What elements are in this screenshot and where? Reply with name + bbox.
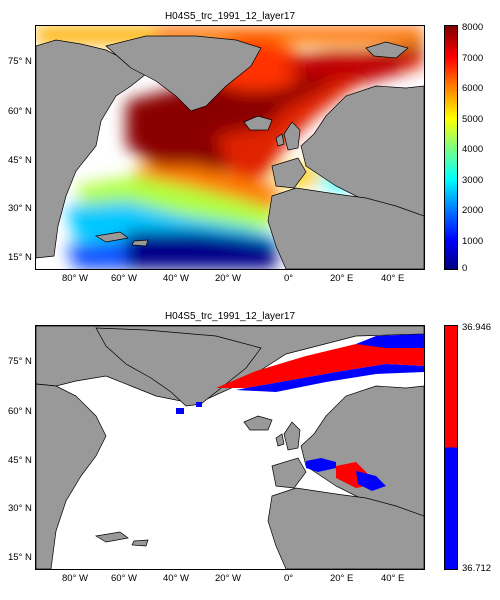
top-lon-tick-20e: 20° E bbox=[330, 273, 354, 284]
top-map-frame bbox=[35, 25, 425, 270]
bottom-lat-tick-15: 15° N bbox=[8, 552, 32, 563]
bottom-lon-tick-40e: 40° E bbox=[381, 573, 405, 584]
top-colorbar-tick-6000: 6000 bbox=[462, 83, 484, 94]
bottom-land bbox=[36, 326, 424, 569]
top-colorbar-tick-7000: 7000 bbox=[462, 53, 484, 64]
bottom-map-title: H04S5_trc_1991_12_layer17 bbox=[164, 311, 296, 322]
bottom-lat-tick-30: 30° N bbox=[8, 503, 32, 514]
top-lon-tick-80w: 80° W bbox=[62, 273, 88, 284]
bottom-colorbar-max: 36.946 bbox=[462, 322, 492, 333]
top-colorbar-tick-0: 0 bbox=[462, 263, 468, 274]
top-map-title: H04S5_trc_1991_12_layer17 bbox=[164, 11, 296, 22]
bottom-lon-tick-20w: 20° W bbox=[215, 573, 241, 584]
top-land bbox=[36, 35, 424, 269]
bottom-lon-tick-60w: 60° W bbox=[111, 573, 137, 584]
top-lat-tick-60: 60° N bbox=[8, 106, 32, 117]
top-lon-tick-20w: 20° W bbox=[215, 273, 241, 284]
top-lat-tick-30: 30° N bbox=[8, 203, 32, 214]
top-colorbar-tick-4000: 4000 bbox=[462, 144, 484, 155]
top-lat-tick-75: 75° N bbox=[8, 56, 32, 67]
bottom-lat-tick-45: 45° N bbox=[8, 455, 32, 466]
bottom-lat-tick-60: 60° N bbox=[8, 406, 32, 417]
bottom-field bbox=[176, 334, 424, 491]
top-lon-tick-40w: 40° W bbox=[163, 273, 189, 284]
top-lon-tick-0: 0° bbox=[284, 273, 294, 284]
top-lat-tick-15: 15° N bbox=[8, 252, 32, 263]
top-colorbar-tick-5000: 5000 bbox=[462, 114, 484, 125]
bottom-lon-tick-80w: 80° W bbox=[62, 573, 88, 584]
bottom-lat-tick-75: 75° N bbox=[8, 356, 32, 367]
bottom-map-canvas bbox=[36, 326, 424, 569]
bottom-lon-tick-0: 0° bbox=[284, 573, 294, 584]
bottom-colorbar-min: 36.712 bbox=[462, 563, 492, 574]
bottom-lon-tick-40w: 40° W bbox=[163, 573, 189, 584]
top-map-canvas bbox=[36, 26, 424, 269]
bottom-lon-tick-20e: 20° E bbox=[330, 573, 354, 584]
top-colorbar-tick-8000: 8000 bbox=[462, 22, 484, 33]
top-colorbar-tick-2000: 2000 bbox=[462, 205, 484, 216]
top-lon-tick-40e: 40° E bbox=[381, 273, 405, 284]
top-lon-tick-60w: 60° W bbox=[111, 273, 137, 284]
bottom-colorbar bbox=[444, 325, 458, 570]
top-colorbar-tick-3000: 3000 bbox=[462, 175, 484, 186]
bottom-map-frame bbox=[35, 325, 425, 570]
top-colorbar-tick-1000: 1000 bbox=[462, 236, 484, 247]
top-lat-tick-45: 45° N bbox=[8, 155, 32, 166]
top-colorbar bbox=[444, 25, 458, 270]
